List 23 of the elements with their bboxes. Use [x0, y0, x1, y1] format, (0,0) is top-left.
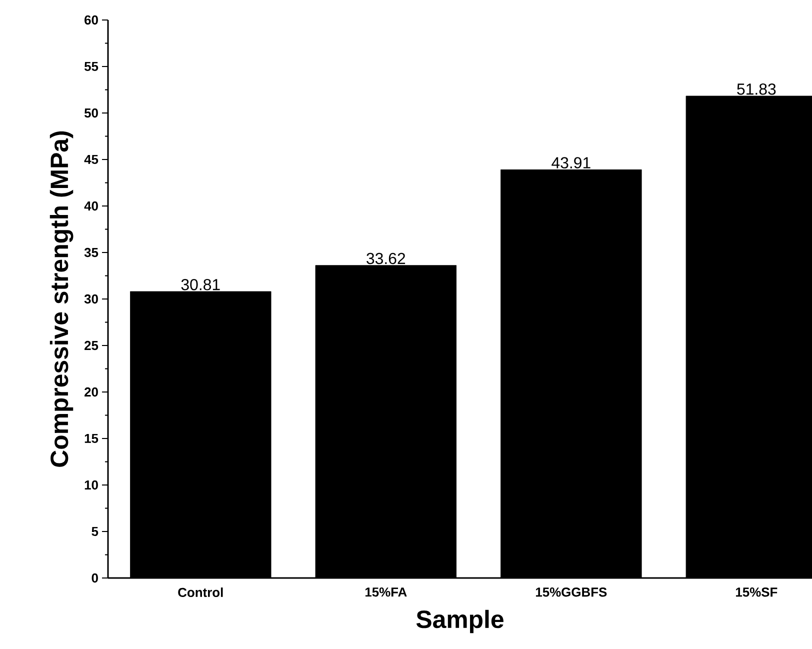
y-tick-label: 15: [84, 434, 98, 444]
y-tick-label: 0: [92, 573, 98, 583]
y-tick-label: 30: [84, 294, 98, 304]
y-tick-label: 45: [84, 154, 98, 164]
x-tick-label: 15%FA: [365, 588, 407, 597]
data-label: 33.62: [366, 252, 406, 264]
x-tick-label: Control: [178, 588, 223, 598]
data-label: 30.81: [181, 278, 220, 290]
x-tick-label: 15%SF: [736, 588, 778, 597]
x-axis-title: Sample: [416, 610, 504, 634]
y-tick-label: 60: [84, 15, 98, 25]
y-tick-label: 20: [84, 387, 98, 397]
y-tick-label: 55: [84, 62, 98, 72]
y-tick-label: 35: [84, 248, 98, 258]
data-label: 51.83: [737, 83, 776, 95]
y-tick-label: 5: [92, 526, 98, 536]
y-tick-label: 10: [84, 480, 98, 490]
y-tick-label: 50: [84, 108, 98, 118]
data-label: 43.91: [552, 157, 590, 168]
y-axis-title: Compressive strength (MPa): [50, 131, 74, 467]
x-tick-label: 15%GGBFS: [536, 588, 607, 597]
y-tick-label: 25: [84, 340, 98, 350]
y-tick-label: 40: [84, 201, 98, 211]
